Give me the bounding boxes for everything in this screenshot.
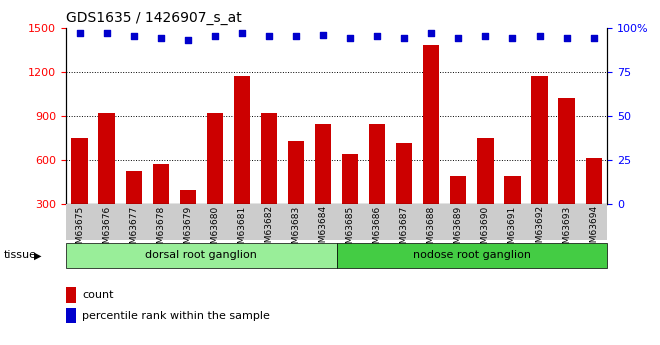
Text: GSM63693: GSM63693 bbox=[562, 205, 571, 255]
Text: GSM63675: GSM63675 bbox=[75, 205, 84, 255]
Bar bbox=[396, 144, 412, 248]
Point bbox=[453, 36, 463, 41]
Bar bbox=[342, 154, 358, 248]
Text: GSM63680: GSM63680 bbox=[211, 205, 219, 255]
Text: GSM63687: GSM63687 bbox=[400, 205, 409, 255]
Text: GSM63685: GSM63685 bbox=[346, 205, 354, 255]
Bar bbox=[477, 138, 494, 248]
Bar bbox=[66, 308, 76, 323]
Bar bbox=[152, 164, 169, 248]
Point bbox=[399, 36, 409, 41]
Bar bbox=[585, 158, 602, 248]
Bar bbox=[531, 76, 548, 248]
Text: GSM63682: GSM63682 bbox=[265, 205, 273, 255]
Text: count: count bbox=[82, 290, 114, 300]
Text: GDS1635 / 1426907_s_at: GDS1635 / 1426907_s_at bbox=[66, 11, 242, 25]
Bar bbox=[558, 98, 575, 248]
Text: nodose root ganglion: nodose root ganglion bbox=[413, 250, 531, 260]
Point bbox=[372, 34, 382, 39]
Bar bbox=[504, 176, 521, 248]
Point bbox=[155, 36, 166, 41]
Text: GSM63677: GSM63677 bbox=[129, 205, 138, 255]
Bar bbox=[369, 125, 385, 248]
Text: tissue: tissue bbox=[3, 250, 36, 260]
Text: GSM63678: GSM63678 bbox=[156, 205, 165, 255]
Bar bbox=[98, 112, 115, 248]
Bar bbox=[315, 125, 331, 248]
Bar bbox=[207, 112, 223, 248]
Point bbox=[480, 34, 490, 39]
Point bbox=[561, 36, 572, 41]
Text: GSM63684: GSM63684 bbox=[319, 205, 327, 255]
Bar bbox=[423, 45, 440, 248]
Point bbox=[209, 34, 220, 39]
Point bbox=[589, 36, 599, 41]
Bar bbox=[234, 76, 250, 248]
Text: GSM63690: GSM63690 bbox=[481, 205, 490, 255]
Point bbox=[290, 34, 301, 39]
Text: dorsal root ganglion: dorsal root ganglion bbox=[145, 250, 257, 260]
Point bbox=[263, 34, 275, 39]
Point bbox=[74, 30, 84, 36]
Point bbox=[507, 36, 517, 41]
Text: GSM63681: GSM63681 bbox=[238, 205, 246, 255]
FancyBboxPatch shape bbox=[337, 243, 607, 268]
Point bbox=[426, 30, 437, 36]
Point bbox=[236, 30, 247, 36]
Text: GSM63691: GSM63691 bbox=[508, 205, 517, 255]
FancyBboxPatch shape bbox=[66, 243, 337, 268]
Bar bbox=[288, 140, 304, 248]
Bar bbox=[66, 287, 76, 303]
Text: GSM63694: GSM63694 bbox=[589, 205, 598, 255]
Text: GSM63679: GSM63679 bbox=[183, 205, 192, 255]
Text: percentile rank within the sample: percentile rank within the sample bbox=[82, 310, 270, 321]
Bar bbox=[125, 171, 142, 248]
Point bbox=[182, 37, 193, 43]
Text: GSM63676: GSM63676 bbox=[102, 205, 111, 255]
Point bbox=[534, 34, 544, 39]
Text: GSM63686: GSM63686 bbox=[373, 205, 381, 255]
Bar bbox=[450, 176, 467, 248]
Point bbox=[345, 36, 355, 41]
Text: GSM63683: GSM63683 bbox=[292, 205, 300, 255]
Bar bbox=[261, 112, 277, 248]
Text: GSM63689: GSM63689 bbox=[454, 205, 463, 255]
Text: GSM63692: GSM63692 bbox=[535, 205, 544, 255]
Text: GSM63688: GSM63688 bbox=[427, 205, 436, 255]
Bar bbox=[71, 138, 88, 248]
Point bbox=[102, 30, 112, 36]
Text: ▶: ▶ bbox=[34, 250, 42, 260]
Point bbox=[128, 34, 139, 39]
Point bbox=[318, 32, 329, 37]
Bar bbox=[180, 190, 196, 248]
